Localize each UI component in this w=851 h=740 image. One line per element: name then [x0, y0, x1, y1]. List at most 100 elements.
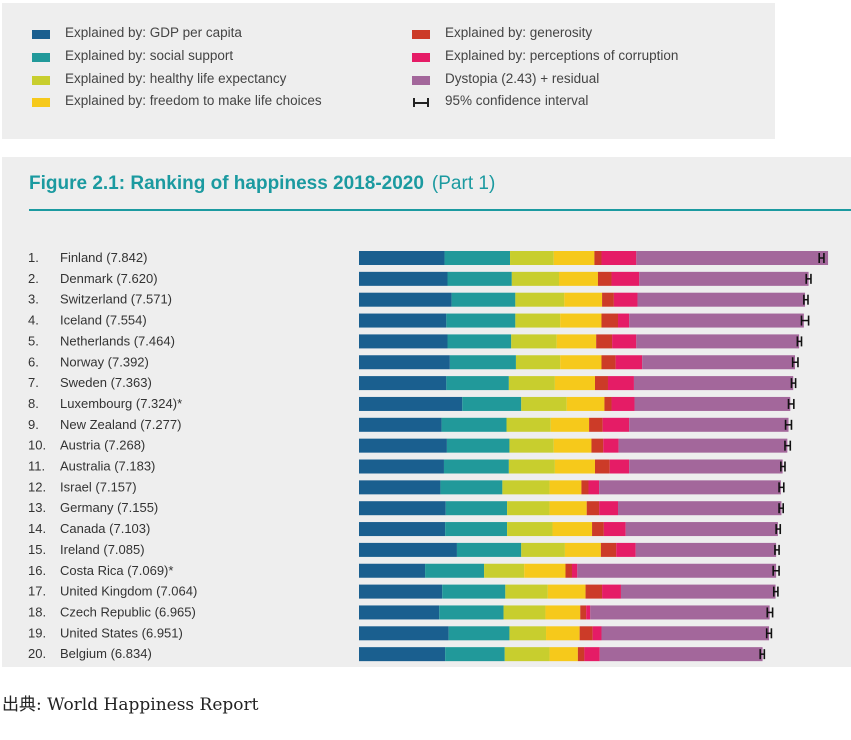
bar-segment — [564, 542, 601, 557]
bar-segment — [639, 271, 809, 286]
bar-segment — [592, 626, 602, 641]
bar-segment — [597, 271, 612, 286]
bar-segment — [359, 647, 446, 662]
bar-segment — [444, 251, 511, 265]
bar-segment — [588, 480, 600, 495]
bar-segment — [601, 313, 619, 328]
bar-segment — [359, 376, 447, 391]
bar-segment — [456, 542, 522, 557]
bar-segment — [553, 438, 592, 453]
bar-segment — [445, 522, 508, 537]
rank-label: 17. — [28, 584, 46, 599]
bar-segment — [564, 292, 603, 307]
legend-swatch — [32, 30, 50, 39]
bar-segment — [446, 376, 509, 391]
bar-segment — [359, 334, 448, 349]
bar-segment — [462, 396, 522, 411]
bar-segment — [636, 334, 800, 349]
bar-segment — [445, 647, 505, 662]
rank-label: 2. — [28, 271, 39, 286]
bar-segment — [359, 542, 457, 557]
bar-segment — [510, 251, 554, 265]
legend-label: 95% confidence interval — [445, 93, 589, 108]
bar-segment — [603, 438, 619, 453]
bar-segment — [637, 292, 806, 307]
bar-segment — [616, 542, 636, 557]
bar-segment — [508, 376, 555, 391]
bar-segment — [359, 605, 440, 620]
country-label: Belgium (6.834) — [60, 646, 152, 661]
rank-label: 6. — [28, 354, 39, 369]
bar-segment — [629, 459, 783, 474]
rank-label: 14. — [28, 521, 46, 536]
bar-segment — [547, 584, 586, 599]
bar-segment — [577, 647, 585, 662]
bar-segment — [505, 584, 548, 599]
bar-segment — [359, 459, 444, 474]
bar-segment — [359, 501, 446, 516]
bar-segment — [581, 480, 589, 495]
country-label: New Zealand (7.277) — [60, 417, 181, 432]
legend-label: Explained by: perceptions of corruption — [445, 48, 679, 63]
bar-segment — [549, 480, 582, 495]
country-label: Canada (7.103) — [60, 521, 150, 536]
bar-segment — [549, 501, 587, 516]
bar-segment — [599, 480, 781, 495]
bar-segment — [601, 355, 616, 370]
bar-segment — [503, 605, 546, 620]
bar-segment — [359, 626, 449, 641]
rank-label: 20. — [28, 646, 46, 661]
bar-segment — [577, 563, 777, 578]
bar-segment — [359, 563, 426, 578]
legend-swatch — [32, 53, 50, 62]
country-label: United States (6.951) — [60, 625, 183, 640]
legend-label: Explained by: generosity — [445, 25, 593, 40]
country-label: Switzerland (7.571) — [60, 292, 172, 307]
bar-segment — [589, 417, 603, 432]
legend-label: Explained by: healthy life expectancy — [65, 71, 287, 86]
bar-segment — [440, 480, 503, 495]
bar-segment — [580, 605, 587, 620]
legend: Explained by: GDP per capita Explained by… — [2, 3, 775, 139]
bar-segment — [611, 396, 635, 411]
bar-segment — [629, 417, 789, 432]
bar-segment — [566, 396, 605, 411]
bar-segment — [601, 626, 770, 641]
bar-segment — [507, 501, 550, 516]
bar-segment — [602, 417, 630, 432]
bar-segment — [579, 626, 593, 641]
confidence-interval-icon — [412, 98, 430, 107]
bar-segment — [359, 438, 447, 453]
bar-segment — [439, 605, 504, 620]
bar-chart: 1. Finland (7.842) 2. Denmark (7.620) 3. Swit… — [28, 250, 829, 662]
bar-segment — [448, 626, 510, 641]
legend-label: Dystopia (2.43) + residual — [445, 71, 600, 86]
bar-segment — [511, 271, 560, 286]
country-label: Israel (7.157) — [60, 479, 137, 494]
bar-segment — [595, 459, 610, 474]
bar-segment — [612, 334, 637, 349]
bar-segment — [511, 334, 557, 349]
country-label: Norway (7.392) — [60, 354, 149, 369]
bar-segment — [602, 584, 621, 599]
bar-segment — [425, 563, 485, 578]
bar-segment — [359, 396, 463, 411]
bar-segment — [585, 584, 603, 599]
rank-label: 19. — [28, 625, 46, 640]
bar-segment — [635, 542, 777, 557]
bar-segment — [609, 459, 630, 474]
country-label: Iceland (7.554) — [60, 313, 147, 328]
country-label: United Kingdom (7.064) — [60, 584, 197, 599]
legend-label: Explained by: social support — [65, 48, 234, 63]
bar-segment — [584, 647, 600, 662]
rank-label: 9. — [28, 417, 39, 432]
country-label: Costa Rica (7.069)* — [60, 563, 173, 578]
bar-segment — [545, 605, 581, 620]
bar-segment — [508, 459, 555, 474]
bar-segment — [607, 376, 634, 391]
bar-segment — [618, 438, 788, 453]
bar-segment — [552, 522, 593, 537]
bar-segment — [629, 313, 804, 328]
bar-segment — [447, 334, 512, 349]
bar-segment — [359, 271, 448, 286]
